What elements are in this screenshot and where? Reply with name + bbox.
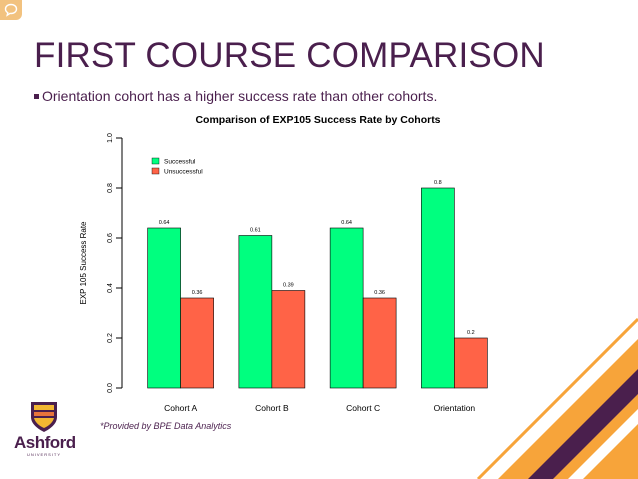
bar-value-label: 0.2 [467, 330, 475, 336]
y-axis-label: EXP 105 Success Rate [79, 221, 88, 305]
chart-title: Comparison of EXP105 Success Rate by Coh… [195, 114, 440, 126]
app-badge[interactable] [0, 0, 22, 20]
legend-label: Unsuccessful [164, 169, 203, 176]
bar-value-label: 0.8 [434, 180, 442, 186]
legend-swatch [151, 167, 160, 175]
bar-unsuccessful [362, 297, 397, 389]
bar-chart: Comparison of EXP105 Success Rate by Coh… [79, 114, 488, 413]
y-tick-label: 1.0 [107, 133, 114, 143]
bar-unsuccessful [454, 337, 488, 389]
chart-container: Comparison of EXP105 Success Rate by Coh… [70, 108, 520, 420]
y-tick-label: 0.6 [107, 233, 114, 243]
corner-decoration [476, 317, 638, 479]
bar-successful [421, 187, 455, 389]
logo-subtext: UNIVERSITY [26, 452, 61, 457]
y-tick-label: 0.8 [107, 183, 114, 193]
bullet-point: Orientation cohort has a higher success … [34, 88, 437, 104]
bar-value-label: 0.36 [192, 290, 203, 296]
bar-value-label: 0.64 [341, 220, 352, 226]
y-tick-label: 0.4 [107, 283, 114, 293]
speech-bubble-icon [4, 3, 18, 17]
x-tick-label: Cohort B [255, 403, 289, 413]
bar-value-label: 0.64 [159, 220, 170, 226]
shield-icon [31, 402, 57, 432]
bar-value-label: 0.39 [283, 283, 294, 289]
bar-successful [147, 227, 181, 389]
y-tick-label: 0.2 [107, 333, 114, 343]
source-note: *Provided by BPE Data Analytics [100, 421, 232, 431]
legend-swatch [151, 157, 160, 165]
bar-value-label: 0.36 [374, 290, 385, 296]
x-tick-label: Cohort C [346, 403, 380, 413]
bullet-text: Orientation cohort has a higher success … [42, 88, 438, 104]
bar-successful [238, 235, 273, 389]
bullet-marker [34, 94, 39, 99]
x-tick-label: Cohort A [164, 403, 197, 413]
slide-title: FIRST COURSE COMPARISON [34, 36, 545, 75]
legend-label: Successful [164, 159, 196, 166]
y-tick-label: 0.0 [107, 383, 114, 393]
bar-value-label: 0.61 [250, 228, 261, 234]
bar-unsuccessful [271, 290, 306, 389]
bar-unsuccessful [180, 297, 214, 389]
bar-successful [329, 227, 364, 389]
ashford-logo: Ashford UNIVERSITY [14, 400, 76, 460]
x-tick-label: Orientation [434, 403, 476, 413]
logo-wordmark: Ashford [14, 433, 76, 452]
